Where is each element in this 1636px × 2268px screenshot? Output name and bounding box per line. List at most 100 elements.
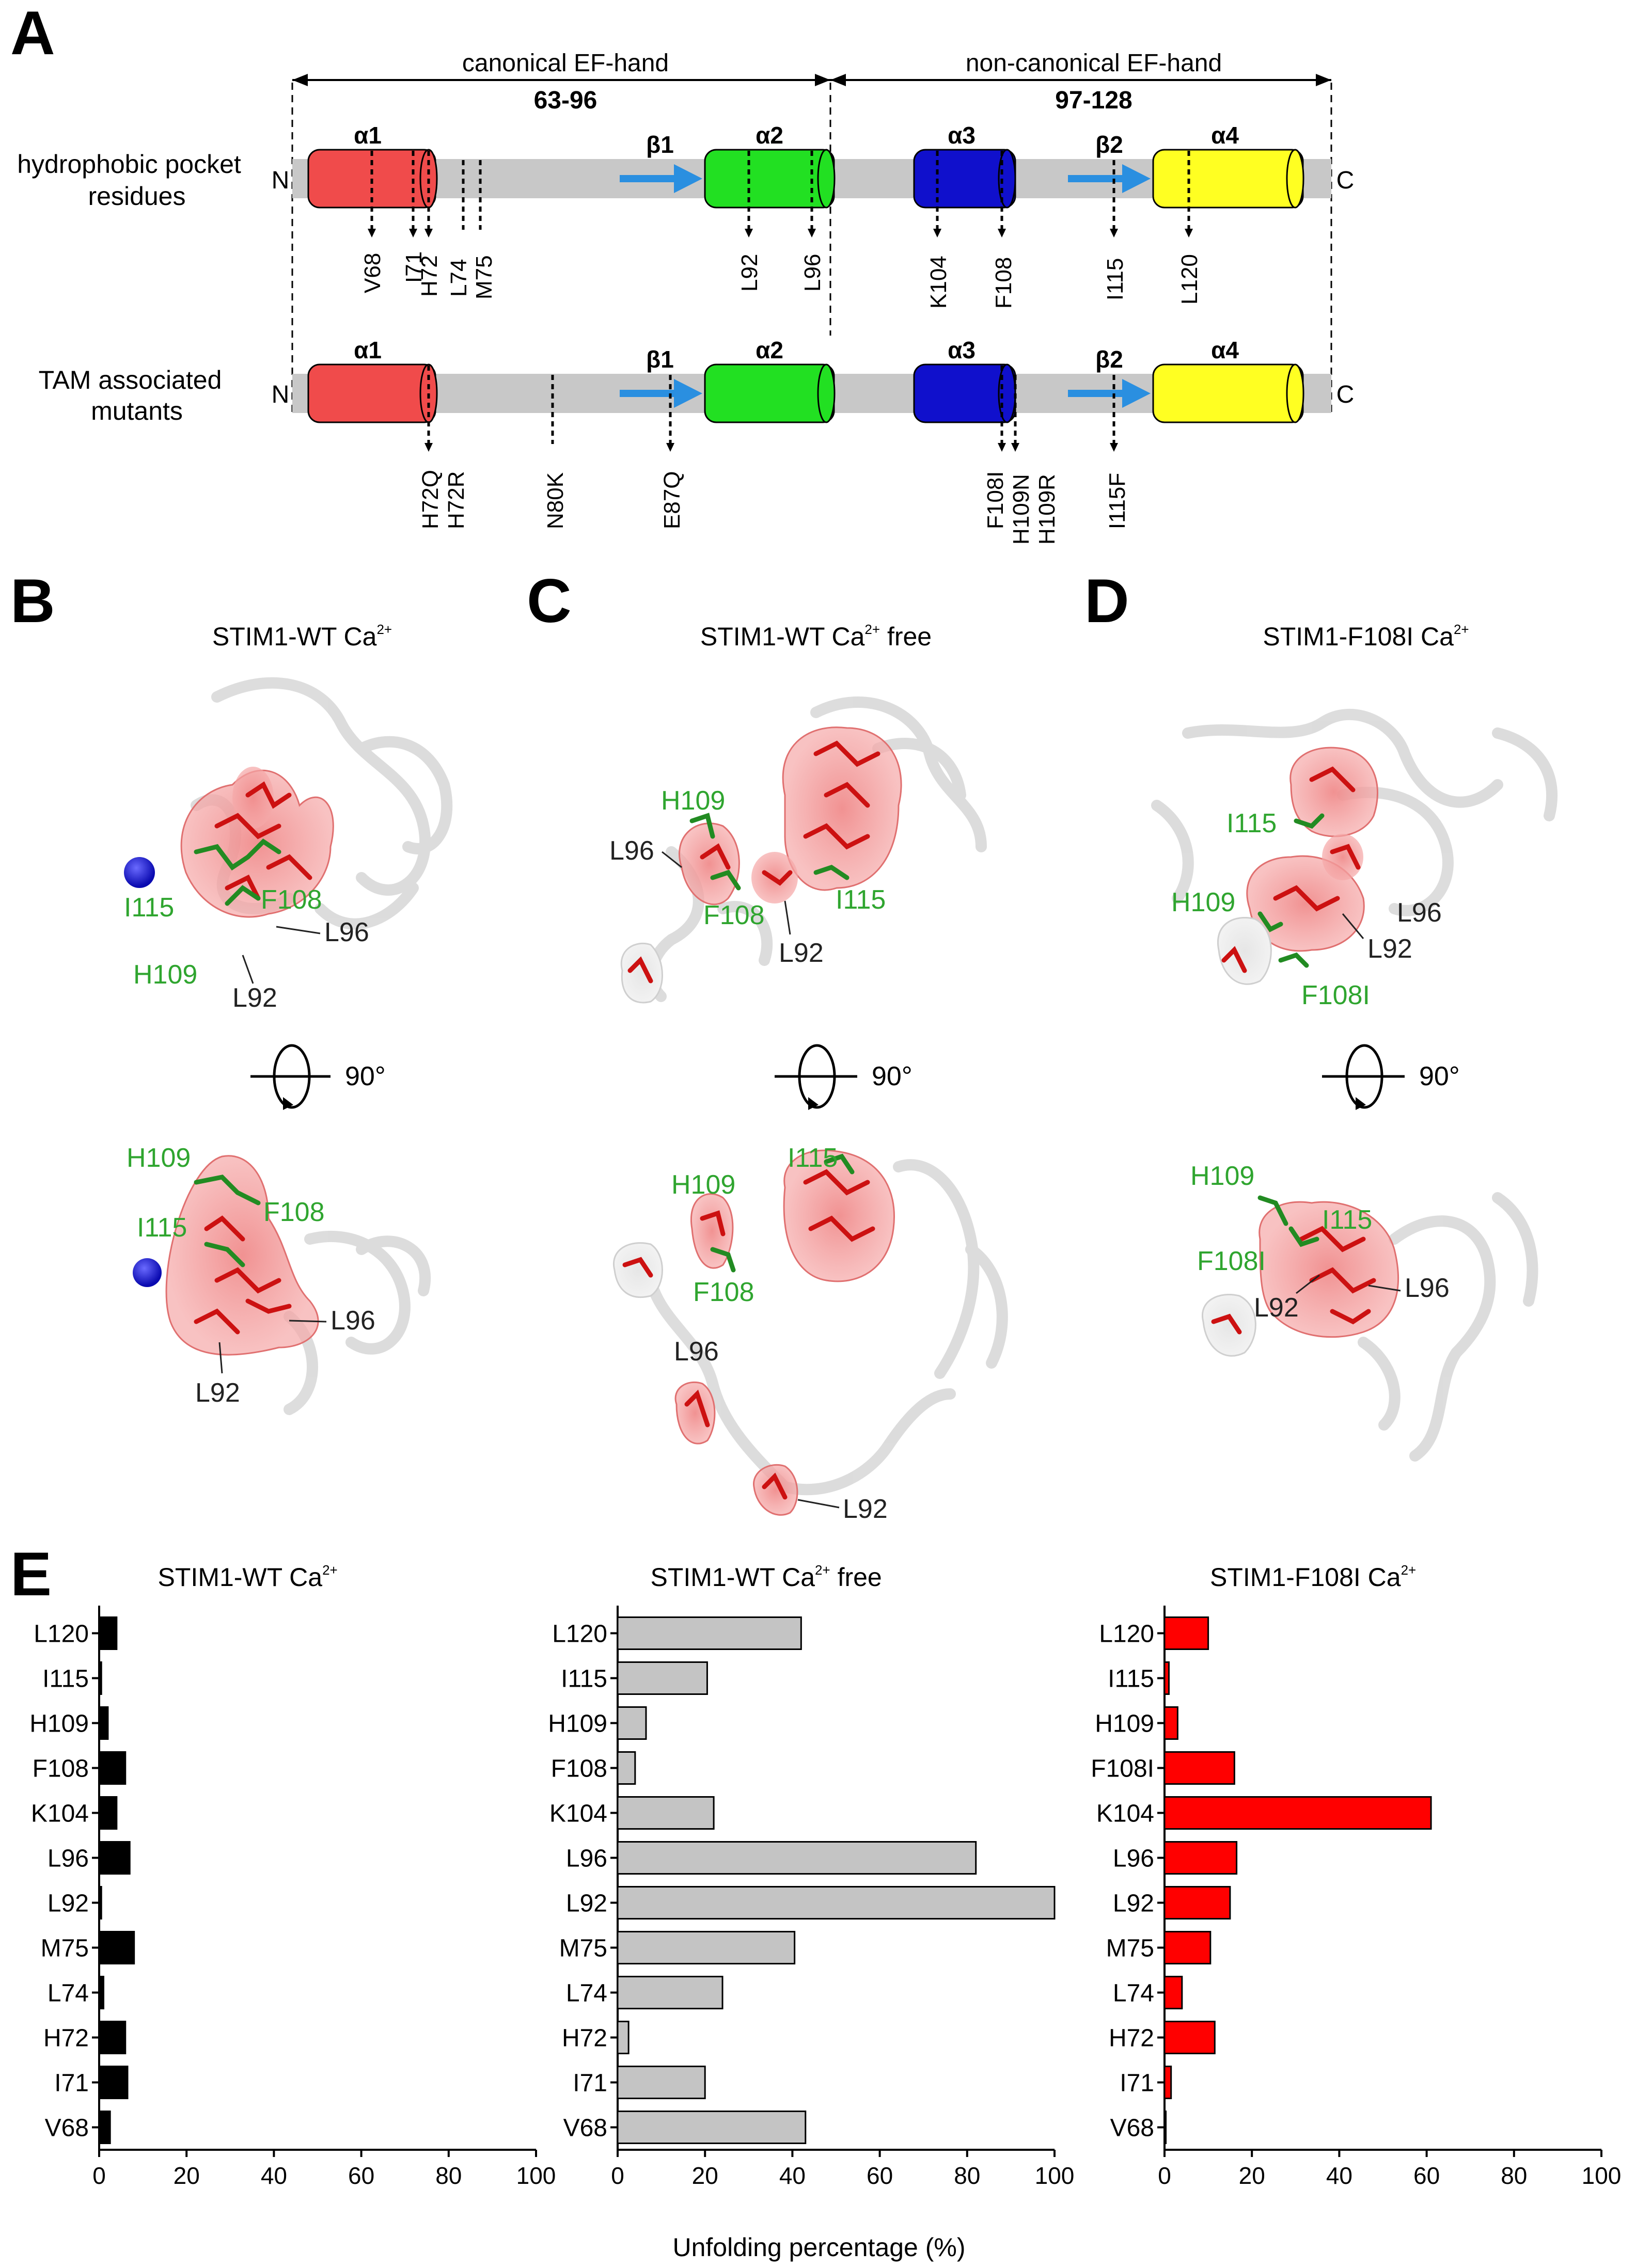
b-bottom-label-i115: I115 bbox=[137, 1213, 187, 1243]
category-label: H109 bbox=[548, 1710, 607, 1738]
bar bbox=[98, 1931, 135, 1964]
row2-helix-a3 bbox=[913, 363, 1016, 423]
category-label: L92 bbox=[48, 1890, 89, 1917]
bar bbox=[1163, 1796, 1432, 1830]
marker-l92: L92 bbox=[737, 254, 762, 292]
chart-3: STIM1-F108I Ca2+ 0 20 40 60 80 100 L120 I115 H109… bbox=[1091, 1562, 1621, 2189]
category-label: L96 bbox=[48, 1845, 89, 1873]
structure-panels: B C D STIM1-WT Ca2+ STIM1-WT Ca2+ free S… bbox=[10, 568, 1558, 1524]
category-label: L120 bbox=[552, 1621, 607, 1648]
bar bbox=[1163, 2021, 1216, 2054]
category-label: L74 bbox=[1113, 1980, 1154, 2007]
panel-d-rotation-icon: 90° bbox=[1322, 1044, 1460, 1110]
marker-v68: V68 bbox=[360, 253, 385, 293]
c-bottom-label-l96: L96 bbox=[674, 1337, 719, 1367]
d-bottom-label-f108i: F108I bbox=[1197, 1246, 1266, 1276]
category-label: H72 bbox=[43, 2025, 89, 2052]
row1-label-a4: α4 bbox=[1211, 122, 1239, 149]
panel-b-title: STIM1-WT Ca2+ bbox=[212, 622, 392, 651]
row2-label-b2: β2 bbox=[1095, 346, 1123, 373]
bar bbox=[98, 1976, 104, 2009]
row2-c-terminus: C bbox=[1336, 381, 1355, 408]
marker-i71: I71 bbox=[401, 251, 427, 283]
b-top-label-i115: I115 bbox=[124, 893, 174, 923]
panel-d-letter: D bbox=[1084, 568, 1129, 636]
panel-b-top-structure: I115 F108 H109 L96 L92 bbox=[124, 677, 453, 1013]
marker-l74: L74 bbox=[446, 259, 471, 297]
row2-label-a1: α1 bbox=[354, 337, 382, 363]
category-label: L120 bbox=[34, 1621, 89, 1648]
category-label: I71 bbox=[54, 2070, 89, 2097]
row2-label-a2: α2 bbox=[756, 337, 783, 363]
bar bbox=[617, 1751, 636, 1785]
canonical-range: 63-96 bbox=[534, 87, 597, 114]
row2-label-b1: β1 bbox=[646, 346, 674, 373]
b-bottom-label-l96: L96 bbox=[331, 1306, 375, 1336]
panel-b-rotation-label: 90° bbox=[345, 1061, 386, 1091]
chart-1: STIM1-WT Ca2+ 0 20 40 60 80 100 L120 I115 H109 F10… bbox=[29, 1562, 556, 2189]
row1-marker-labels: V68 I71 H72 L74 M75 L92 L96 K104 F108 I1… bbox=[360, 251, 1202, 309]
category-label: V68 bbox=[563, 2115, 607, 2142]
x-tick-label: 100 bbox=[516, 2162, 556, 2189]
bar bbox=[98, 1841, 131, 1875]
x-tick-label: 0 bbox=[611, 2162, 624, 2189]
bar bbox=[98, 2111, 111, 2144]
category-label: I115 bbox=[561, 1666, 607, 1693]
bar bbox=[617, 1661, 708, 1695]
bar bbox=[1163, 1661, 1170, 1695]
panel-c-top-structure: H109 F108 I115 L96 L92 bbox=[609, 696, 987, 1004]
panel-a-domain-diagram: A canonical EF-hand 63-96 non-canonical … bbox=[10, 0, 1355, 545]
d-bottom-label-h109: H109 bbox=[1190, 1161, 1254, 1191]
bar bbox=[98, 1751, 127, 1785]
b-bottom-label-f108: F108 bbox=[263, 1197, 325, 1227]
bar bbox=[617, 1796, 715, 1830]
calcium-ion bbox=[124, 857, 155, 888]
marker-f108: F108 bbox=[991, 257, 1016, 309]
row1-helix-a3 bbox=[913, 149, 1016, 209]
row2-marker-labels: H72Q H72R N80K E87Q F108I H109N H109R I1… bbox=[418, 470, 1130, 545]
d-top-label-h109: H109 bbox=[1171, 887, 1235, 917]
d-bottom-label-l92: L92 bbox=[1254, 1293, 1299, 1323]
c-bottom-label-f108: F108 bbox=[693, 1277, 754, 1307]
c-top-label-i115: I115 bbox=[836, 885, 886, 915]
category-label: H109 bbox=[29, 1710, 89, 1738]
row1-c-terminus: C bbox=[1336, 167, 1355, 194]
x-tick-label: 100 bbox=[1582, 2162, 1622, 2189]
bar bbox=[1163, 1886, 1231, 1920]
panel-c-rotation-icon: 90° bbox=[775, 1044, 913, 1110]
bar bbox=[98, 1661, 102, 1695]
b-bottom-label-h109: H109 bbox=[127, 1143, 191, 1173]
marker-h72: H72 bbox=[417, 255, 442, 297]
row1-label-a2: α2 bbox=[756, 122, 783, 149]
panel-e-charts: E Unfolding percentage (%) STIM1-WT Ca2+… bbox=[10, 1540, 1621, 2262]
d-bottom-label-i115: I115 bbox=[1322, 1205, 1372, 1235]
panel-e-letter: E bbox=[10, 1540, 52, 1609]
bar bbox=[617, 1886, 1056, 1920]
category-label: K104 bbox=[549, 1800, 607, 1828]
chart-2: STIM1-WT Ca2+ free 0 20 40 60 80 100 L120 I115 H1… bbox=[548, 1562, 1074, 2189]
category-label: F108 bbox=[551, 1755, 607, 1783]
category-label: I115 bbox=[42, 1666, 89, 1693]
panel-c-letter: C bbox=[527, 568, 572, 636]
row1-marker-lines bbox=[370, 151, 1190, 230]
category-label: V68 bbox=[1110, 2115, 1154, 2142]
d-top-label-l92: L92 bbox=[1367, 934, 1412, 964]
bar bbox=[1163, 2111, 1167, 2144]
bar bbox=[1163, 1751, 1235, 1785]
row1-n-terminus: N bbox=[272, 167, 290, 194]
row2-label-a4: α4 bbox=[1211, 337, 1239, 363]
bar bbox=[98, 2066, 129, 2099]
row2-label-line2: mutants bbox=[91, 396, 183, 425]
panel-d-title: STIM1-F108I Ca2+ bbox=[1263, 622, 1469, 651]
canonical-label: canonical EF-hand bbox=[462, 50, 669, 77]
x-tick-label: 20 bbox=[1239, 2162, 1265, 2189]
row2-n-terminus: N bbox=[272, 381, 290, 408]
bar bbox=[98, 2021, 127, 2054]
category-label: L74 bbox=[48, 1980, 89, 2007]
marker-l96: L96 bbox=[800, 254, 825, 292]
b-top-label-h109: H109 bbox=[133, 960, 197, 990]
category-label: V68 bbox=[45, 2115, 89, 2142]
bar bbox=[1163, 1931, 1212, 1964]
category-label: K104 bbox=[31, 1800, 89, 1828]
x-tick-label: 100 bbox=[1035, 2162, 1075, 2189]
